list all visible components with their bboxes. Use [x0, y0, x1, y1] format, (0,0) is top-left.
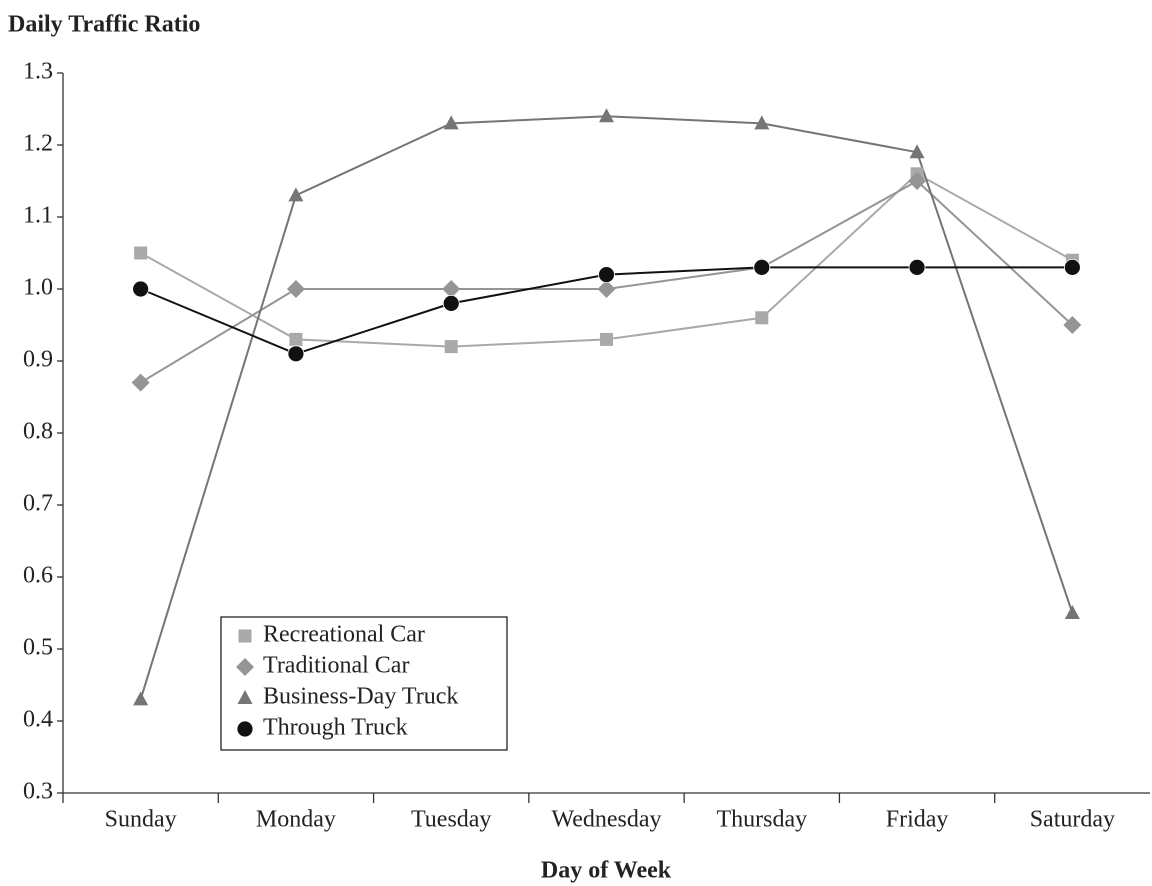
- data-point: [444, 340, 458, 354]
- data-point: [1063, 258, 1081, 276]
- data-point: [133, 691, 149, 706]
- y-tick-label: 0.7: [23, 491, 53, 517]
- data-point: [288, 187, 304, 202]
- data-point: [289, 332, 303, 346]
- data-point: [132, 280, 150, 298]
- data-point: [134, 246, 148, 260]
- data-point: [753, 258, 771, 276]
- data-point: [597, 280, 616, 298]
- data-point: [1064, 605, 1080, 619]
- y-tick-label: 1.2: [23, 131, 53, 157]
- x-tick-label: Tuesday: [411, 807, 491, 833]
- x-tick-label: Saturday: [1030, 807, 1115, 833]
- x-tick-label: Friday: [886, 807, 949, 833]
- data-point: [442, 280, 461, 298]
- legend-marker: [238, 629, 252, 643]
- x-axis-title: Day of Week: [541, 858, 672, 884]
- data-point: [908, 172, 927, 190]
- legend-label: Recreational Car: [263, 622, 425, 648]
- legend-marker: [236, 720, 254, 738]
- y-tick-label: 1.1: [23, 203, 53, 229]
- data-point: [599, 108, 614, 123]
- legend-label: Through Truck: [263, 715, 408, 741]
- x-tick-label: Wednesday: [551, 807, 661, 833]
- x-tick-label: Thursday: [716, 807, 807, 833]
- y-tick-label: 0.5: [23, 635, 53, 661]
- data-point: [598, 266, 615, 284]
- y-tick-label: 0.8: [23, 419, 53, 445]
- data-point: [131, 373, 150, 392]
- series-line: [139, 115, 1074, 700]
- data-point: [286, 280, 305, 298]
- data-point: [755, 311, 769, 325]
- legend-label: Traditional Car: [263, 653, 409, 679]
- data-point: [908, 258, 926, 276]
- x-tick-label: Sunday: [105, 807, 177, 833]
- legend-marker: [236, 658, 254, 676]
- x-tick-label: Monday: [256, 807, 336, 833]
- y-tick-label: 0.6: [23, 563, 53, 589]
- y-tick-label: 1.0: [23, 275, 53, 301]
- legend-label: Business-Day Truck: [263, 684, 458, 710]
- y-tick-label: 1.3: [23, 59, 53, 85]
- data-point: [909, 144, 925, 159]
- y-axis-title: Daily Traffic Ratio: [8, 12, 200, 38]
- data-point: [287, 345, 305, 363]
- data-point: [754, 115, 770, 130]
- legend-marker: [237, 690, 253, 704]
- y-tick-label: 0.9: [23, 347, 53, 373]
- data-point: [1063, 316, 1082, 334]
- y-tick-label: 0.4: [23, 707, 53, 733]
- data-point: [443, 115, 459, 130]
- y-tick-label: 0.3: [23, 779, 53, 805]
- data-point: [600, 332, 613, 346]
- data-point: [442, 294, 460, 312]
- legend-box: [220, 616, 508, 751]
